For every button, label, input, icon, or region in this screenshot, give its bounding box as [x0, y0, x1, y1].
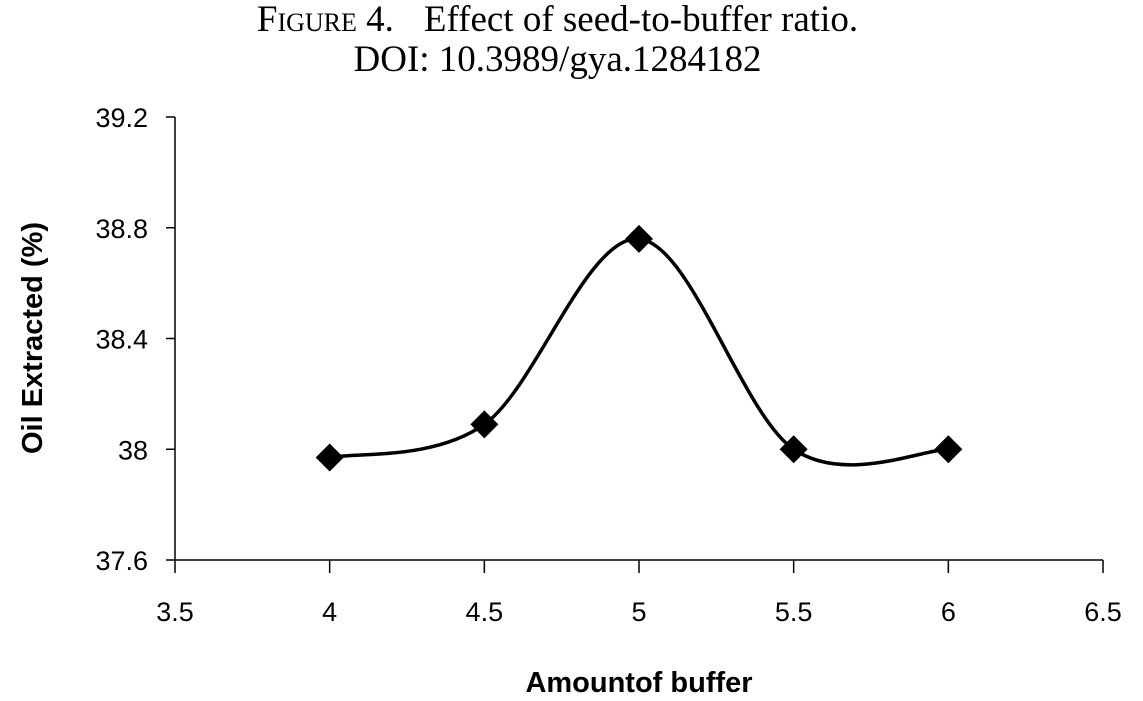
- y-tick-label: 37.6: [95, 546, 148, 576]
- y-tick-label: 39.2: [95, 103, 148, 133]
- data-point-marker: [315, 443, 344, 472]
- caption-doi: DOI: 10.3989/gya.1284182: [353, 39, 762, 80]
- data-markers: [315, 224, 963, 472]
- figure-label: Figure 4.: [256, 0, 394, 40]
- x-tick-label: 3.5: [156, 597, 194, 627]
- x-tick-label: 4: [322, 597, 337, 627]
- x-axis: 3.5 4 4.5 5 5.5 6 6.5: [156, 559, 1122, 627]
- x-tick-label: 5: [631, 597, 646, 627]
- data-point-marker: [625, 224, 653, 253]
- series-line: [327, 237, 951, 467]
- data-point-marker: [470, 410, 499, 439]
- data-point-marker: [779, 435, 808, 464]
- x-tick-label: 6.5: [1084, 597, 1122, 627]
- y-tick-label: 38.8: [95, 214, 148, 244]
- y-tick-label: 38: [118, 435, 148, 465]
- x-tick-label: 5.5: [775, 597, 813, 627]
- caption-title-line: Figure 4. Effect of seed-to-buffer ratio.: [0, 0, 1115, 40]
- figure-title: Effect of seed-to-buffer ratio.: [423, 0, 859, 40]
- data-point-marker: [934, 435, 963, 464]
- y-axis: 37.6 38 38.4 38.8 39.2: [95, 103, 176, 576]
- x-axis-title: Amountof buffer: [525, 667, 752, 699]
- y-axis-title: Oil Extracted (%): [17, 222, 49, 454]
- y-ticks: 37.6 38 38.4 38.8 39.2: [95, 103, 175, 576]
- x-tick-label: 6: [941, 597, 956, 627]
- x-ticks: 3.5 4 4.5 5 5.5 6 6.5: [156, 560, 1122, 627]
- x-tick-label: 4.5: [466, 597, 504, 627]
- y-tick-label: 38.4: [95, 325, 148, 355]
